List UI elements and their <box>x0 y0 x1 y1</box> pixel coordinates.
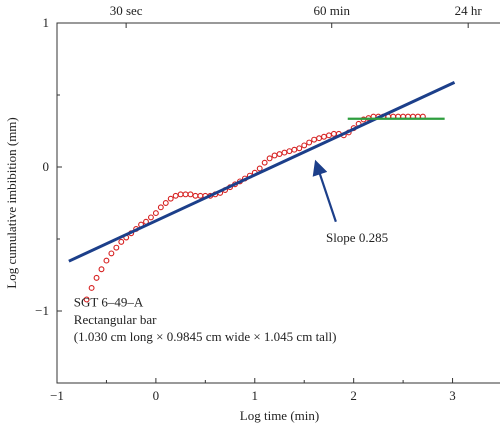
y-axis-title: Log cumulative imbibition (mm) <box>4 117 19 289</box>
annotation-sample-line-2: Rectangular bar <box>74 312 157 327</box>
data-point <box>172 192 179 199</box>
data-point <box>291 146 298 153</box>
annotation-sample-line-3: (1.030 cm long × 0.9845 cm wide × 1.045 … <box>74 329 337 344</box>
data-point <box>192 192 199 199</box>
annotation-slope: Slope 0.285 <box>326 230 388 245</box>
data-point <box>152 210 159 217</box>
data-point <box>271 152 278 159</box>
data-point <box>256 165 263 172</box>
data-point <box>321 133 327 140</box>
plot-border <box>56 22 500 384</box>
data-point <box>177 191 184 198</box>
data-point <box>306 139 313 146</box>
plot-area <box>68 80 456 303</box>
data-point <box>330 130 337 137</box>
data-point <box>311 136 318 143</box>
data-point <box>301 142 308 149</box>
y-tick-label: 0 <box>43 159 50 174</box>
data-point <box>187 191 194 198</box>
data-point <box>197 192 204 199</box>
fit-line <box>68 80 456 263</box>
data-point <box>261 159 268 166</box>
slope-arrow <box>312 159 337 223</box>
x-tick-label: 0 <box>153 388 160 403</box>
data-point <box>316 135 323 142</box>
top-axis-label: 30 sec <box>110 3 143 18</box>
data-point <box>281 149 288 156</box>
data-point <box>83 296 90 303</box>
data-point <box>147 214 154 221</box>
data-point <box>266 155 273 162</box>
data-point <box>157 204 164 211</box>
x-axis-title: Log time (min) <box>240 408 319 423</box>
annotations: Slope 0.285 SGT 6–49–A Rectangular bar (1.0… <box>74 159 388 344</box>
x-tick-label: −1 <box>50 388 64 403</box>
axis-ticks: −1 0 1 2 3 −1 0 1 30 sec 60 min 24 hr <box>35 3 483 403</box>
top-axis-label: 60 min <box>313 3 350 18</box>
x-tick-label: 2 <box>350 388 357 403</box>
data-point <box>162 200 169 206</box>
data-point <box>167 195 174 202</box>
axis-labels: Log time (min) Log cumulative imbibition … <box>4 117 319 423</box>
data-point <box>276 151 283 157</box>
data-point <box>103 257 110 264</box>
x-tick-label: 1 <box>252 388 259 403</box>
data-point <box>118 238 125 245</box>
data-point <box>93 274 100 281</box>
annotation-sample-line-1: SGT 6–49–A <box>74 295 144 310</box>
data-point <box>108 250 115 257</box>
data-point <box>98 266 105 273</box>
data-point <box>182 191 189 198</box>
x-tick-label: 3 <box>449 388 456 403</box>
data-point <box>286 148 293 155</box>
data-point <box>113 244 120 251</box>
y-tick-label: −1 <box>35 303 49 318</box>
data-point <box>325 132 332 139</box>
data-point <box>296 145 303 152</box>
data-point <box>88 285 95 291</box>
plot-frame <box>56 22 500 384</box>
y-tick-label: 1 <box>43 15 50 30</box>
top-axis-label: 24 hr <box>455 3 483 18</box>
